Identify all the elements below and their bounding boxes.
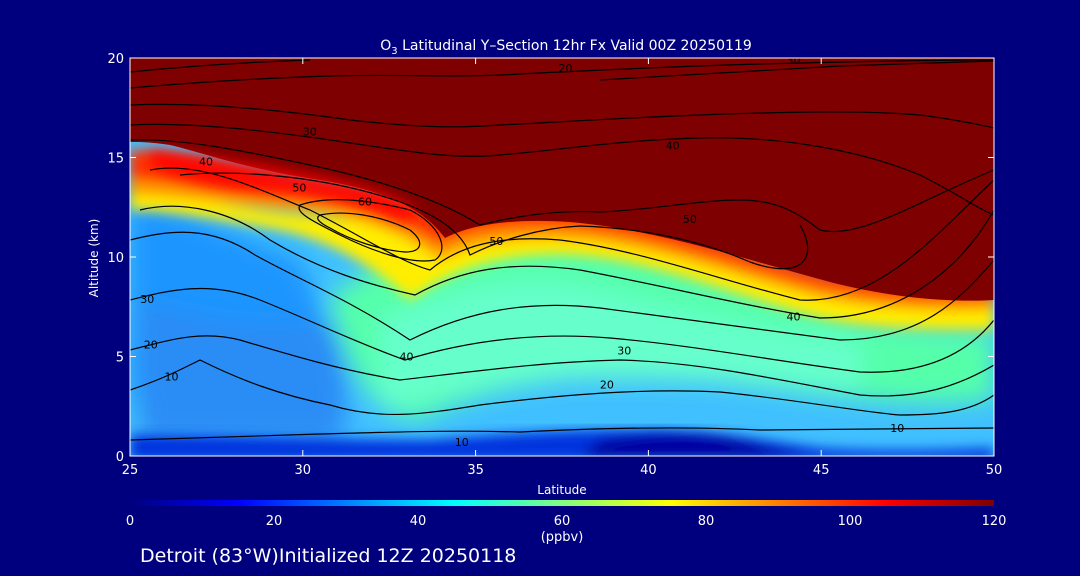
colorbar-tick-label: 20 — [266, 514, 283, 529]
contour-line — [130, 335, 994, 397]
contour-line — [130, 427, 994, 441]
y-axis: 0 5 10 15 20 — [107, 52, 994, 465]
contour-label: 40 — [399, 351, 413, 364]
colorbar-tick-label: 0 — [126, 514, 134, 529]
contour-label: 50 — [292, 181, 306, 194]
contour-label: 30 — [303, 126, 317, 139]
title-rest: Latitudinal Y–Section 12hr Fx Valid 00Z … — [398, 38, 752, 54]
title-subscript: 3 — [391, 46, 397, 57]
contour-line — [179, 172, 809, 270]
contour-line — [130, 231, 994, 341]
contour-label: 20 — [144, 339, 158, 352]
contour-label: 60 — [358, 195, 372, 208]
contour-label: 20 — [600, 378, 614, 391]
colorbar-tick-label: 100 — [838, 514, 863, 529]
contour-label: 10 — [455, 436, 469, 449]
contour-line — [130, 287, 994, 373]
contour-label: 30 — [787, 54, 801, 67]
contour-lines — [130, 59, 994, 441]
x-tick-label: 50 — [986, 463, 1003, 478]
contour-label: 10 — [164, 370, 178, 383]
contour-line — [130, 139, 994, 232]
contour-line — [599, 60, 994, 81]
colorbar-tick-label: 40 — [410, 514, 427, 529]
y-tick-label: 5 — [116, 351, 124, 366]
contour-label: 30 — [617, 345, 631, 358]
colorbar-unit: (ppbv) — [541, 530, 584, 545]
ozone-field: 10 20 30 40 30 20 30 40 50 60 50 50 40 40 30 20 10 10 — [130, 54, 994, 456]
colorbar-tick-label: 80 — [698, 514, 715, 529]
contour-label: 40 — [199, 155, 213, 168]
title-prefix: O — [380, 38, 391, 54]
contour-line — [130, 59, 311, 73]
x-tick-label: 45 — [813, 463, 830, 478]
contour-line — [139, 205, 994, 319]
contour-label: 10 — [890, 422, 904, 435]
y-tick-label: 15 — [107, 152, 124, 167]
y-tick-label: 0 — [116, 450, 124, 465]
contour-label: 40 — [666, 140, 680, 153]
contour-line — [130, 359, 994, 416]
contour-line — [130, 123, 994, 216]
colorbar-tick-label: 60 — [554, 514, 571, 529]
contour-line — [317, 212, 421, 253]
x-tick-label: 25 — [122, 463, 139, 478]
y-axis-title: Altitude (km) — [87, 219, 101, 298]
contour-line — [130, 59, 994, 89]
contour-line — [298, 198, 443, 262]
y-tick-label: 10 — [107, 251, 124, 266]
x-axis: 25 30 35 40 45 50 — [122, 58, 1003, 478]
contour-label: 50 — [683, 213, 697, 226]
x-tick-label: 30 — [295, 463, 312, 478]
contour-label: 50 — [489, 235, 503, 248]
contour-label: 20 — [558, 62, 572, 75]
colorbar-tick-label: 120 — [982, 514, 1007, 529]
contour-label: 40 — [787, 311, 801, 324]
contour-label: 30 — [140, 293, 154, 306]
y-tick-label: 20 — [107, 52, 124, 67]
contour-line — [130, 103, 994, 129]
chart-title: O3 Latitudinal Y–Section 12hr Fx Valid 0… — [380, 38, 752, 57]
footer-location-text: Detroit (83°W)Initialized 12Z 20250118 — [140, 545, 516, 567]
colorbar-ticks: 0 20 40 60 80 100 120 — [126, 514, 1007, 529]
x-tick-label: 35 — [467, 463, 484, 478]
colorbar — [130, 500, 994, 506]
contour-line — [149, 167, 994, 301]
x-tick-label: 40 — [640, 463, 657, 478]
x-axis-title: Latitude — [537, 483, 586, 497]
